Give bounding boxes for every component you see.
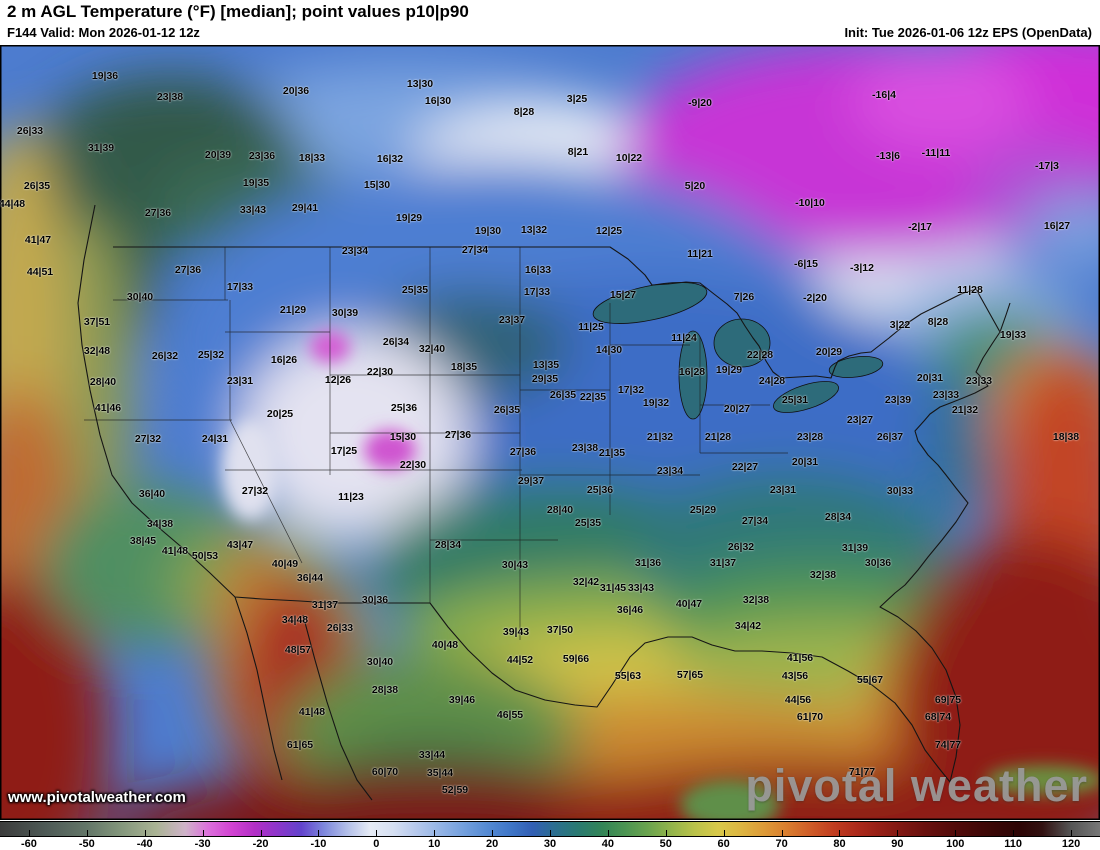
colorbar-tick-mark [897,830,899,836]
colorbar-tick-mark [492,830,494,836]
colorbar-tick-mark [260,830,262,836]
colorbar-tick-mark [1071,830,1073,836]
colorbar-tick-label: 30 [543,838,557,850]
colorbar-tick-label: -60 [20,838,37,850]
colorbar-gradient [0,821,1100,837]
colorbar-tick-label: -40 [136,838,153,850]
colorbar-tick-mark [318,830,320,836]
colorbar-tick-label: 20 [485,838,499,850]
colorbar-tick-mark [955,830,957,836]
colorbar-tick-mark [28,830,30,836]
colorbar-tick-mark [665,830,667,836]
colorbar-tick-mark [86,830,88,836]
colorbar-tick-labels: -60 -50 -40 -30 -20 -10 0 10 20 30 40 50 60 70 80 90 100… [0,838,1100,850]
colorbar-tick-mark [607,830,609,836]
website-url: www.pivotalweather.com [8,789,186,806]
colorbar-tick-label: 60 [717,838,730,850]
colorbar-tick-label: 80 [833,838,846,850]
colorbar-tick-label: 100 [946,838,965,850]
colorbar-tick-label: 10 [428,838,441,850]
init-time: Init: Tue 2026-01-06 12z EPS (OpenData) [844,25,1092,40]
coastline [77,204,1011,801]
colorbar-tick-label: -10 [310,838,327,850]
colorbar-tick-mark [1013,830,1015,836]
colorbar-tick-label: 70 [775,838,788,850]
colorbar-tick-label: -20 [252,838,269,850]
colorbar-tick-mark [723,830,725,836]
colorbar-tick-label: 50 [659,838,672,850]
page-title: 2 m AGL Temperature (°F) [median]; point… [7,2,469,21]
colorbar-tick-mark [550,830,551,836]
colorbar-tick-mark [781,830,783,836]
colorbar-tick-label: 40 [601,838,615,850]
pivotal-weather-logo: pivotal weather [745,760,1088,811]
colorbar-tick-label: 0 [373,838,380,850]
colorbar-tick-label: -30 [194,838,211,850]
colorbar-tick-label: 120 [1061,838,1081,850]
colorbar-tick-mark [202,830,204,836]
colorbar-tick-mark [434,830,436,836]
map-area[interactable]: www.pivotalweather.com pivotal weather [0,45,1100,820]
colorbar-tick-mark [144,830,146,836]
valid-time: F144 Valid: Mon 2026-01-12 12z [7,25,200,40]
temperature-map[interactable] [0,45,1100,820]
colorbar-tick-mark [839,830,841,836]
colorbar-tick-mark [376,830,378,836]
state-borders [84,247,788,640]
map-frame [0,45,1100,820]
colorbar-tick-label: -50 [78,838,95,850]
header: 2 m AGL Temperature (°F) [median]; point… [0,0,1100,45]
colorbar-tick-label: 110 [1004,838,1023,850]
colorbar-tick-label: 90 [891,838,904,850]
colorbar: -60 -50 -40 -30 -20 -10 0 10 20 30 40 50 60 70 80 90 100… [0,820,1100,850]
